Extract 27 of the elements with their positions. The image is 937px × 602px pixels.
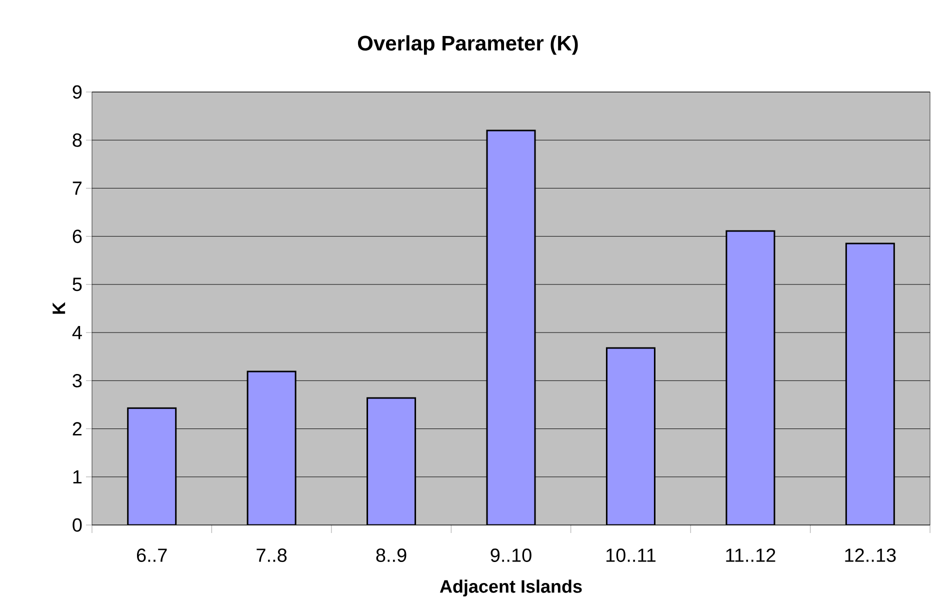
y-axis-title: K [52,302,66,314]
bar [366,397,416,526]
x-tick-label: 9..10 [490,548,532,562]
bar [606,347,656,526]
y-tick-label: 6 [72,230,82,244]
y-tick-label: 4 [72,326,82,340]
y-tick-label: 5 [72,278,82,292]
x-tick-label: 8..9 [376,548,406,562]
x-axis-title: Adjacent Islands [440,580,582,596]
y-tick-label: 1 [73,470,82,484]
x-tick-label: 11..12 [726,548,776,562]
x-tick-label: 10..11 [606,548,656,562]
x-tick-label: 7..8 [256,548,287,562]
y-tick-label: 7 [72,182,82,195]
chart-title: Overlap Parameter (K) [358,35,578,55]
y-tick-label: 2 [72,422,82,436]
y-tick-label: 8 [72,133,82,147]
bar [246,370,296,526]
bar [845,242,895,526]
bar [127,407,177,526]
y-tick-label: 9 [72,85,82,99]
bar [726,230,776,526]
x-tick-label: 6..7 [136,548,167,562]
y-tick-label: 3 [72,374,82,388]
x-tick-label: 12..13 [845,548,896,562]
y-tick-label: 0 [72,518,82,532]
bar [486,130,536,526]
